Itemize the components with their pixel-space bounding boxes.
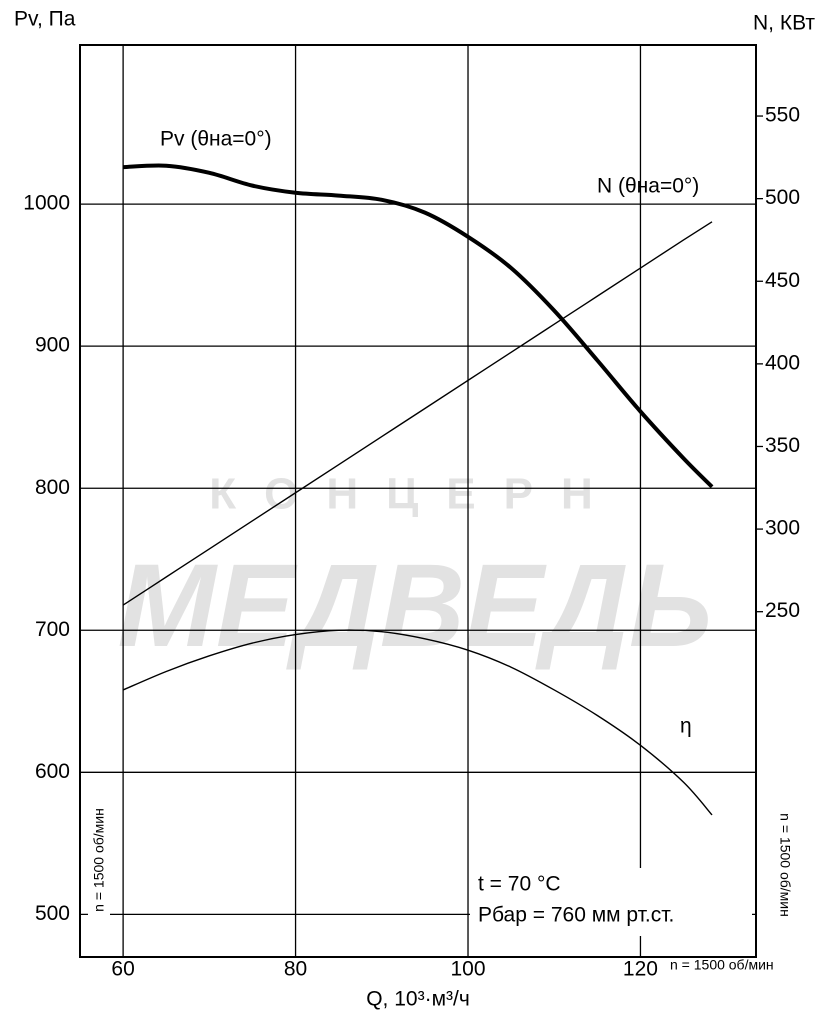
annotation: t = 70 °C <box>478 873 561 896</box>
series-label: Pv (θна=0°) <box>160 128 272 151</box>
series-line <box>123 163 714 489</box>
y2-tick-label: 350 <box>765 434 800 457</box>
speed-label: n = 1500 об/мин <box>670 957 774 973</box>
y2-axis-label: N, КВт <box>753 12 815 35</box>
speed-label: n = 1500 об/мин <box>777 813 793 917</box>
series-label: η <box>680 715 692 738</box>
x-tick-label: 60 <box>111 958 134 981</box>
speed-label: n = 1500 об/мин <box>91 808 107 912</box>
frame <box>79 44 757 958</box>
y2-tick-label: 550 <box>765 104 800 127</box>
watermark: МЕДВЕДЬ <box>118 540 713 672</box>
y2-tick-label: 300 <box>765 517 800 540</box>
y-tick-label: 600 <box>35 760 70 783</box>
y2-tick-label: 450 <box>765 269 800 292</box>
annotation-bg <box>470 868 752 936</box>
speed-bg <box>88 790 110 930</box>
y-tick-label: 900 <box>35 334 70 357</box>
x-axis-label: Q, 10³·м³/ч <box>366 988 470 1011</box>
y-axis-label: Pv, Па <box>14 8 76 31</box>
series-label: N (θна=0°) <box>597 175 699 198</box>
x-tick-label: 100 <box>450 958 485 981</box>
watermark: КОНЦЕРН <box>209 470 620 519</box>
series-line <box>122 221 713 606</box>
x-tick-label: 120 <box>623 958 658 981</box>
y2-tick-label: 400 <box>765 351 800 374</box>
series-line <box>122 629 713 816</box>
annotation: Pбар = 760 мм рт.ст. <box>478 904 674 927</box>
y2-tick-label: 250 <box>765 599 800 622</box>
x-tick-label: 80 <box>284 958 307 981</box>
y2-tick-label: 500 <box>765 186 800 209</box>
y-tick-label: 500 <box>35 902 70 925</box>
y-tick-label: 1000 <box>23 192 70 215</box>
y-tick-label: 700 <box>35 618 70 641</box>
y-tick-label: 800 <box>35 476 70 499</box>
